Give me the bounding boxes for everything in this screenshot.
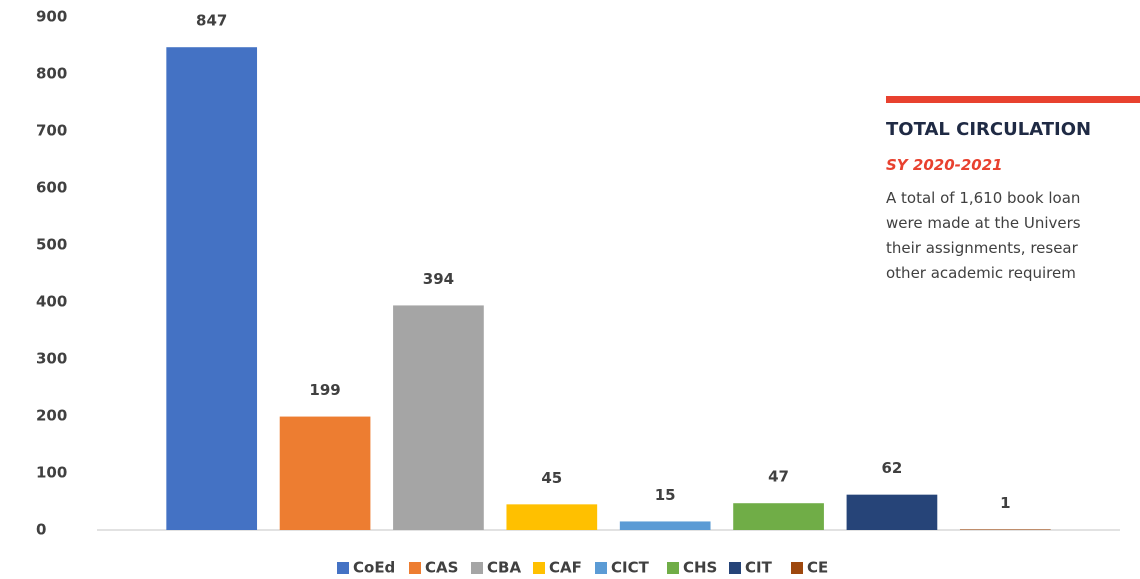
y-tick-label: 200: [36, 407, 67, 425]
panel-title: TOTAL CIRCULATION: [886, 119, 1092, 140]
y-tick-label: 900: [36, 8, 67, 26]
panel-line: A total of 1,610 book loan: [886, 189, 1081, 207]
y-tick-label: 0: [36, 521, 46, 539]
bar: [279, 416, 371, 530]
value-label: 199: [309, 381, 340, 399]
value-label: 15: [655, 486, 676, 504]
bar: [166, 47, 258, 531]
value-label: 847: [196, 12, 227, 30]
bar: [846, 494, 938, 530]
legend-swatch: [729, 562, 741, 574]
legend-label: CAF: [549, 559, 582, 577]
legend-swatch: [409, 562, 421, 574]
legend-swatch: [471, 562, 483, 574]
panel-text: A total of 1,610 book loan were made at t…: [886, 186, 1140, 286]
legend-swatch: [791, 562, 803, 574]
legend-label: CAS: [425, 559, 458, 577]
bar: [959, 529, 1051, 530]
bar: [619, 521, 711, 530]
legend-swatch: [533, 562, 545, 574]
panel-line: were made at the Univers: [886, 214, 1081, 232]
value-label: 47: [768, 468, 789, 486]
panel-line: other academic requirem: [886, 264, 1076, 282]
y-tick-label: 600: [36, 179, 67, 197]
bar: [506, 504, 598, 530]
accent-bar: [886, 96, 1140, 103]
bar: [733, 503, 824, 530]
legend-label: CHS: [683, 559, 717, 577]
legend-label: CoEd: [353, 559, 395, 577]
value-label: 62: [882, 459, 903, 477]
legend-swatch: [595, 562, 607, 574]
legend-label: CIT: [745, 559, 773, 577]
y-tick-label: 700: [36, 122, 67, 140]
value-label: 45: [541, 469, 562, 487]
y-tick-label: 100: [36, 464, 67, 482]
y-tick-label: 300: [36, 350, 67, 368]
legend-label: CE: [807, 559, 828, 577]
legend-label: CICT: [611, 559, 650, 577]
value-label: 1: [1000, 494, 1010, 512]
legend-label: CBA: [487, 559, 521, 577]
y-tick-label: 800: [36, 65, 67, 83]
bar: [393, 305, 484, 530]
legend-swatch: [667, 562, 679, 574]
value-label: 394: [423, 270, 454, 288]
legend-swatch: [337, 562, 349, 574]
info-panel: TOTAL CIRCULATION SY 2020-2021 A total o…: [886, 96, 1140, 286]
panel-line: their assignments, resear: [886, 239, 1078, 257]
panel-subtitle: SY 2020-2021: [886, 156, 1003, 174]
y-tick-label: 500: [36, 236, 67, 254]
y-tick-label: 400: [36, 293, 67, 311]
